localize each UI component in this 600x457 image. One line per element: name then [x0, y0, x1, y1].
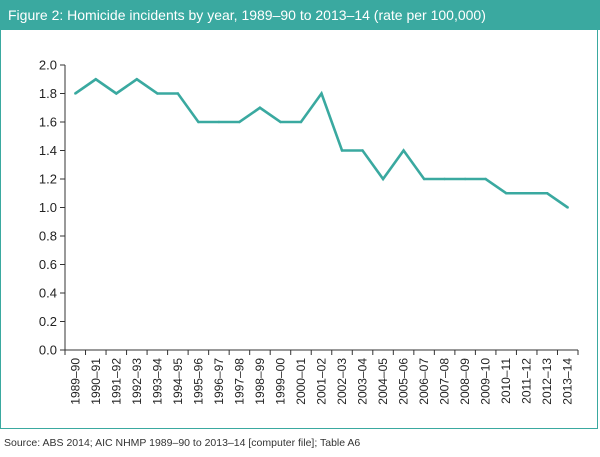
- data-point: [504, 192, 508, 195]
- data-point: [463, 177, 467, 181]
- source-note: Source: ABS 2014; AIC NHMP 1989–90 to 20…: [4, 437, 361, 449]
- x-tick-label: 2002–03: [335, 358, 349, 405]
- data-point: [176, 92, 180, 95]
- data-point: [238, 120, 241, 124]
- chart-title: Figure 2: Homicide incidents by year, 19…: [0, 0, 600, 30]
- y-tick-label: 1.4: [39, 143, 57, 158]
- data-point: [525, 192, 528, 195]
- x-tick-label: 2001–02: [315, 358, 329, 405]
- x-tick-label: 1991–92: [109, 358, 123, 405]
- data-point: [94, 78, 97, 81]
- x-tick-label: 2007–08: [438, 358, 452, 405]
- y-tick-label: 1.6: [39, 115, 57, 130]
- data-point: [361, 149, 364, 152]
- data-point: [115, 92, 118, 95]
- data-point: [258, 106, 262, 109]
- x-tick-label: 1989–90: [68, 358, 82, 405]
- data-point: [340, 149, 344, 152]
- data-point: [566, 206, 569, 209]
- line-chart: 0.0 0.2 0.4 0.6 0.8 1.0 1.2 1.4 1.6 1.8 2.0 1989–9…: [39, 58, 579, 405]
- y-tick-label: 0.0: [39, 343, 57, 358]
- data-point: [381, 177, 385, 181]
- y-tick-label: 0.4: [39, 286, 57, 301]
- x-tick-label: 1994–95: [171, 358, 185, 405]
- x-tick-label: 2003–04: [356, 358, 370, 405]
- x-tick-label: 1993–94: [150, 358, 164, 405]
- data-point: [135, 78, 139, 81]
- data-point: [299, 120, 303, 124]
- x-tick-label: 1997–98: [232, 358, 246, 405]
- x-tick-label: 1996–97: [212, 358, 226, 405]
- data-point: [156, 92, 159, 95]
- data-point: [74, 92, 77, 95]
- data-point: [217, 120, 221, 124]
- x-tick-label: 2012–13: [540, 358, 554, 405]
- x-tick-label: 2000–01: [294, 358, 308, 405]
- y-tick-label: 1.0: [39, 200, 57, 215]
- data-point: [402, 149, 405, 152]
- series-line: [74, 77, 569, 209]
- x-tick-label: 2004–05: [376, 358, 390, 405]
- x-tick-label: 2009–10: [479, 358, 493, 405]
- y-tick-label: 0.6: [39, 257, 57, 272]
- x-tick-label: 2006–07: [417, 358, 431, 405]
- data-point: [320, 92, 323, 95]
- data-point: [197, 120, 200, 124]
- data-point: [546, 192, 549, 195]
- x-tick-label: 2005–06: [397, 358, 411, 405]
- data-point: [279, 120, 282, 124]
- x-tick-label: 2011–12: [520, 358, 534, 404]
- x-tick-label: 1998–99: [253, 358, 267, 405]
- data-point: [443, 177, 446, 181]
- y-axis: 0.0 0.2 0.4 0.6 0.8 1.0 1.2 1.4 1.6 1.8 2.0: [39, 58, 66, 358]
- x-tick-label: 2013–14: [561, 358, 575, 405]
- x-tick-label: 2008–09: [458, 358, 472, 405]
- y-tick-label: 0.2: [39, 314, 57, 329]
- x-tick-label: 1992–93: [130, 358, 144, 405]
- series-group: [74, 77, 569, 209]
- y-tick-label: 2.0: [39, 58, 57, 73]
- x-tick-label: 1990–91: [89, 358, 103, 405]
- x-axis: 1989–90 1990–91 1991–92 1992–93 1993–94 1994–…: [64, 349, 579, 405]
- x-tick-label: 1995–96: [191, 358, 205, 405]
- y-tick-label: 1.8: [39, 86, 57, 101]
- data-point: [422, 177, 426, 181]
- figure-frame: [0, 30, 598, 429]
- y-tick-label: 0.8: [39, 229, 57, 244]
- data-point: [484, 177, 487, 181]
- y-tick-label: 1.2: [39, 172, 57, 187]
- x-tick-label: 1999–00: [273, 358, 287, 405]
- x-tick-label: 2010–11: [499, 358, 513, 404]
